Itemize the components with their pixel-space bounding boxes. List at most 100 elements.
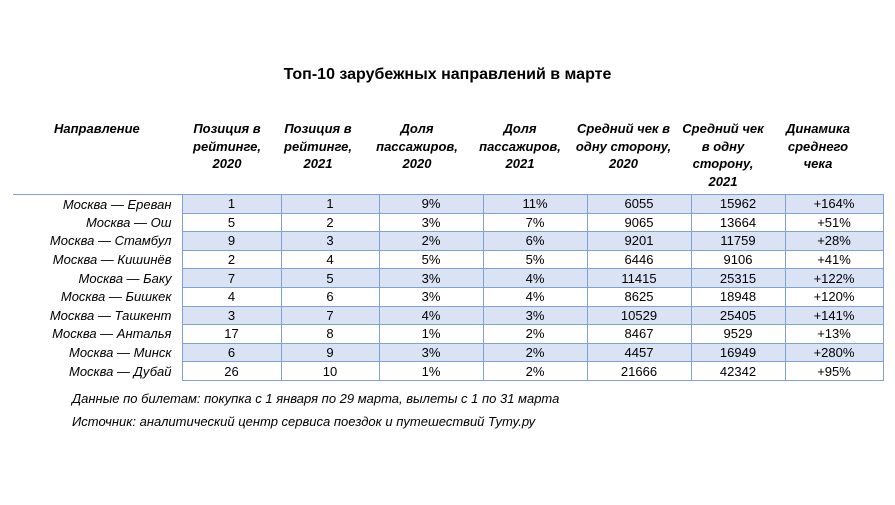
- cell-check2020: 6055: [587, 194, 692, 214]
- cell-share2020: 1%: [379, 324, 484, 344]
- cell-rank2020: 4: [182, 286, 282, 307]
- cell-share2020: 2%: [379, 231, 484, 251]
- table-row: Москва — Анталья 17 8 1% 2% 8467 9529 +13%: [13, 324, 884, 344]
- cell-destination: Москва — Ереван: [13, 194, 183, 214]
- header-dynamics: Динамика среднего чека: [786, 121, 850, 171]
- header-check-2020: Средний чек в одну сторону, 2020: [575, 121, 672, 171]
- cell-share2021: 6%: [483, 231, 588, 251]
- cell-share2021: 4%: [483, 286, 588, 307]
- cell-share2021: 3%: [483, 305, 588, 326]
- cell-destination: Москва — Бишкек: [13, 287, 183, 307]
- cell-share2020: 9%: [379, 194, 484, 214]
- cell-rank2020: 17: [182, 324, 282, 344]
- cell-share2020: 5%: [379, 249, 484, 270]
- cell-dynamics: +164%: [785, 194, 884, 214]
- header-check-2021: Средний чек в одну сторону, 2021: [682, 121, 764, 189]
- cell-dynamics: +13%: [785, 324, 884, 344]
- cell-destination: Москва — Кишинёв: [13, 250, 183, 269]
- cell-rank2021: 9: [281, 342, 380, 363]
- cell-share2021: 7%: [483, 212, 588, 233]
- cell-destination: Москва — Баку: [13, 268, 183, 288]
- page-title: Топ-10 зарубежных направлений в марте: [283, 66, 612, 83]
- table-row: Москва — Ош 5 2 3% 7% 9065 13664 +51%: [13, 212, 884, 233]
- table-row: Москва — Ташкент 3 7 4% 3% 10529 25405 +141%: [13, 305, 884, 326]
- cell-rank2020: 26: [182, 361, 282, 381]
- cell-destination: Москва — Ташкент: [13, 306, 183, 325]
- cell-destination: Москва — Минск: [13, 343, 183, 362]
- cell-share2021: 5%: [483, 249, 588, 270]
- cell-dynamics: +41%: [785, 249, 884, 270]
- cell-share2021: 2%: [483, 342, 588, 363]
- cell-rank2021: 4: [281, 249, 380, 270]
- cell-rank2021: 5: [281, 268, 380, 288]
- cell-check2021: 13664: [691, 212, 786, 233]
- cell-destination: Москва — Ош: [13, 213, 183, 232]
- cell-share2021: 4%: [483, 268, 588, 288]
- cell-share2020: 3%: [379, 342, 484, 363]
- table-row: Москва — Дубай 26 10 1% 2% 21666 42342 +95%: [13, 361, 884, 381]
- directions-table: Москва — Ереван 1 1 9% 11% 6055 15962 +164% Моск…: [13, 194, 884, 381]
- header-rank-2021: Позиция в рейтинге, 2021: [284, 121, 352, 171]
- cell-rank2021: 6: [281, 286, 380, 307]
- cell-check2020: 4457: [587, 342, 692, 363]
- source-note: Источник: аналитический центр сервиса по…: [72, 414, 536, 429]
- table-row: Москва — Стамбул 9 3 2% 6% 9201 11759 +28%: [13, 231, 884, 251]
- cell-rank2020: 7: [182, 268, 282, 288]
- table-row: Москва — Бишкек 4 6 3% 4% 8625 18948 +120%: [13, 286, 884, 307]
- cell-rank2020: 3: [182, 305, 282, 326]
- cell-dynamics: +141%: [785, 305, 884, 326]
- cell-dynamics: +95%: [785, 361, 884, 381]
- cell-dynamics: +28%: [785, 231, 884, 251]
- cell-check2020: 9065: [587, 212, 692, 233]
- cell-check2020: 6446: [587, 249, 692, 270]
- cell-check2021: 15962: [691, 194, 786, 214]
- header-share-2021: Доля пассажиров, 2021: [479, 121, 561, 171]
- cell-share2020: 4%: [379, 305, 484, 326]
- cell-check2021: 11759: [691, 231, 786, 251]
- table-row: Москва — Баку 7 5 3% 4% 11415 25315 +122%: [13, 268, 884, 288]
- cell-rank2020: 9: [182, 231, 282, 251]
- header-share-2020: Доля пассажиров, 2020: [376, 121, 458, 171]
- cell-share2021: 11%: [483, 194, 588, 214]
- cell-dynamics: +120%: [785, 286, 884, 307]
- table-row: Москва — Минск 6 9 3% 2% 4457 16949 +280%: [13, 342, 884, 363]
- cell-rank2020: 2: [182, 249, 282, 270]
- cell-share2020: 3%: [379, 268, 484, 288]
- cell-check2020: 8467: [587, 324, 692, 344]
- cell-rank2021: 3: [281, 231, 380, 251]
- cell-rank2020: 5: [182, 212, 282, 233]
- cell-rank2021: 1: [281, 194, 380, 214]
- cell-destination: Москва — Анталья: [13, 324, 183, 344]
- cell-check2021: 16949: [691, 342, 786, 363]
- cell-share2020: 1%: [379, 361, 484, 381]
- cell-check2020: 21666: [587, 361, 692, 381]
- cell-check2020: 9201: [587, 231, 692, 251]
- header-rank-2020: Позиция в рейтинге, 2020: [193, 121, 261, 171]
- cell-dynamics: +280%: [785, 342, 884, 363]
- data-note: Данные по билетам: покупка с 1 января по…: [72, 391, 560, 406]
- cell-dynamics: +122%: [785, 268, 884, 288]
- table-row: Москва — Ереван 1 1 9% 11% 6055 15962 +164%: [13, 194, 884, 214]
- cell-check2021: 42342: [691, 361, 786, 381]
- cell-rank2020: 6: [182, 342, 282, 363]
- cell-dynamics: +51%: [785, 212, 884, 233]
- cell-rank2021: 7: [281, 305, 380, 326]
- cell-rank2020: 1: [182, 194, 282, 214]
- cell-share2021: 2%: [483, 324, 588, 344]
- cell-share2020: 3%: [379, 286, 484, 307]
- cell-check2021: 18948: [691, 286, 786, 307]
- cell-rank2021: 10: [281, 361, 380, 381]
- cell-check2021: 9106: [691, 249, 786, 270]
- cell-destination: Москва — Стамбул: [13, 231, 183, 251]
- cell-check2021: 25405: [691, 305, 786, 326]
- cell-rank2021: 2: [281, 212, 380, 233]
- cell-destination: Москва — Дубай: [13, 361, 183, 381]
- cell-check2021: 9529: [691, 324, 786, 344]
- cell-check2020: 8625: [587, 286, 692, 307]
- cell-check2020: 11415: [587, 268, 692, 288]
- cell-rank2021: 8: [281, 324, 380, 344]
- cell-check2021: 25315: [691, 268, 786, 288]
- header-destination: Направление: [54, 121, 140, 136]
- table-row: Москва — Кишинёв 2 4 5% 5% 6446 9106 +41%: [13, 249, 884, 270]
- cell-check2020: 10529: [587, 305, 692, 326]
